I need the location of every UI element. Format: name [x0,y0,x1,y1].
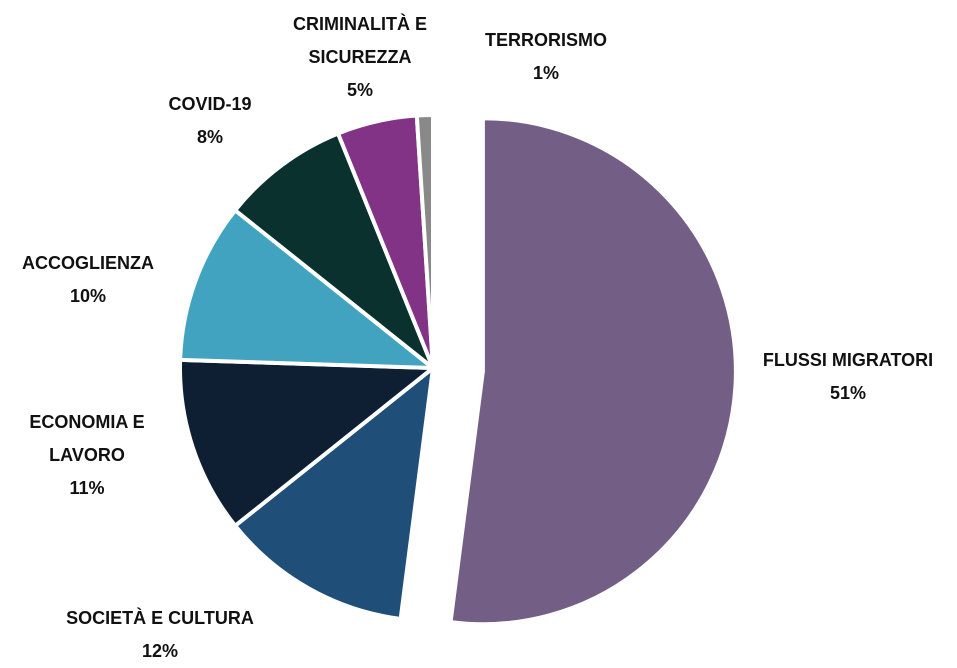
value-label: 12% [141,640,179,661]
category-label: CRIMINALITÀ E SICUREZZA [293,13,427,67]
value-label: 1% [532,62,559,83]
pie-slice [178,357,435,528]
value-label: 11% [69,477,105,498]
pie-slice [448,116,738,627]
value-label: 5% [346,79,373,100]
pie-slice [178,208,435,370]
category-label: SOCIETÀ E CULTURA [66,607,254,628]
slice-label: FLUSSI MIGRATORI 51% [733,344,957,410]
pie-slice [233,366,435,621]
category-label: ACCOGLIENZA [22,252,154,273]
value-label: 10% [69,285,107,306]
slice-label: COVID-19 8% [140,88,280,154]
category-label: FLUSSI MIGRATORI [762,349,934,370]
category-label: ECONOMIA E LAVORO [29,411,145,465]
slice-label: CRIMINALITÀ E SICUREZZA 5% [265,8,455,107]
pie-slice [414,113,435,370]
pie-slice [233,131,435,370]
slice-label: ACCOGLIENZA 10% [0,247,183,313]
value-label: 8% [196,126,223,147]
category-label: COVID-19 [168,93,252,114]
value-label: 51% [829,382,867,403]
slice-label: SOCIETÀ E CULTURA 12% [30,602,290,668]
slice-label: ECONOMIA E LAVORO 11% [7,406,167,505]
slice-label: TERRORISMO 1% [466,24,626,90]
category-label: TERRORISMO [484,29,607,50]
